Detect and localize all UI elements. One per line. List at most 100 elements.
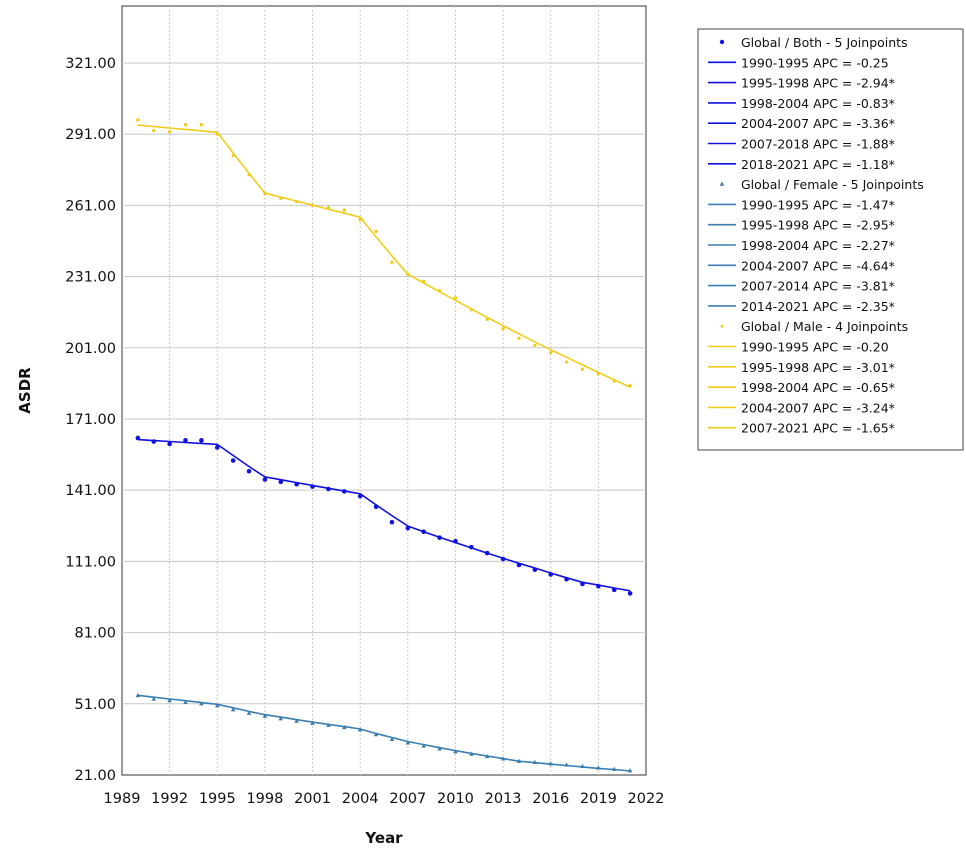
data-point — [406, 272, 410, 276]
legend-segment-label: 2007-2018 APC = -1.88* — [741, 137, 895, 152]
data-point — [389, 519, 395, 525]
legend-series-label: Global / Female - 5 Joinpoints — [741, 177, 924, 192]
legend-marker — [719, 181, 725, 186]
data-point — [214, 445, 220, 450]
legend-segment-label: 2018-2021 APC = -1.18* — [741, 157, 895, 172]
data-point — [262, 713, 268, 718]
data-point — [326, 722, 331, 727]
data-point — [421, 529, 426, 535]
data-point — [596, 372, 601, 376]
y-tick-label: 171.00 — [65, 412, 116, 428]
series-2 — [136, 118, 632, 388]
data-point — [310, 203, 315, 208]
data-point — [580, 581, 585, 587]
data-point — [199, 701, 204, 706]
data-point — [326, 486, 331, 492]
data-point — [532, 567, 538, 572]
data-point — [469, 308, 474, 312]
x-tick-label: 2019 — [580, 791, 617, 807]
legend-segment-label: 2014-2021 APC = -2.35* — [741, 299, 895, 314]
data-point — [612, 379, 616, 383]
data-point — [437, 289, 442, 293]
x-axis-title: Year — [364, 829, 403, 847]
data-point — [469, 544, 474, 550]
data-point — [263, 191, 267, 196]
legend-segment-label: 1990-1995 APC = -0.25 — [741, 55, 889, 70]
data-point — [437, 746, 442, 751]
data-point — [580, 763, 585, 769]
data-point — [596, 765, 601, 770]
data-point — [405, 525, 411, 531]
legend-segment-label: 1995-1998 APC = -3.01* — [741, 360, 895, 375]
data-point — [342, 489, 347, 494]
data-point — [310, 484, 315, 489]
legend-segment-label: 1998-2004 APC = -0.65* — [741, 380, 895, 395]
data-point — [501, 327, 505, 331]
legend-segment-label: 1990-1995 APC = -0.20 — [741, 340, 889, 355]
data-point — [199, 438, 204, 443]
data-point — [453, 749, 458, 754]
fit-line — [137, 438, 631, 592]
x-tick-label: 2001 — [294, 791, 331, 807]
data-point — [262, 477, 268, 482]
legend-segment-label: 2004-2007 APC = -3.36* — [741, 116, 895, 131]
data-point — [564, 762, 569, 767]
y-axis-tick-labels: 21.00 51.00 81.00 111.00 141.00 171.00 201.00 2… — [65, 56, 116, 784]
x-tick-label: 1989 — [104, 791, 141, 807]
data-point — [152, 128, 156, 133]
series-1 — [135, 692, 633, 773]
data-point — [533, 343, 537, 348]
data-point — [151, 696, 157, 701]
legend-series-2: Global / Male - 4 Joinpoints 1990-1995 AP… — [708, 319, 908, 436]
data-point — [532, 759, 538, 765]
data-point — [326, 206, 331, 210]
data-point — [183, 122, 188, 127]
legend-segment-label: 1990-1995 APC = -1.47* — [741, 197, 895, 212]
x-tick-label: 2022 — [628, 791, 665, 807]
data-point — [627, 591, 633, 596]
data-point — [342, 724, 347, 730]
data-point — [389, 736, 395, 741]
y-tick-label: 291.00 — [65, 127, 116, 143]
data-point — [294, 718, 299, 723]
legend-segment-label: 2007-2021 APC = -1.65* — [741, 421, 895, 436]
data-point — [500, 756, 506, 761]
data-point — [564, 576, 569, 582]
data-point — [373, 504, 379, 510]
y-tick-label: 261.00 — [65, 198, 116, 214]
data-point — [421, 279, 426, 284]
legend-segment-label: 2004-2007 APC = -3.24* — [741, 400, 895, 415]
data-point — [484, 753, 490, 759]
legend-series-0: Global / Both - 5 Joinpoints 1990-1995 AP… — [708, 35, 908, 172]
data-point — [183, 699, 188, 704]
x-tick-label: 2013 — [485, 791, 522, 807]
fit-line — [137, 124, 631, 388]
data-point — [516, 562, 522, 568]
plot-frame — [121, 5, 647, 776]
data-point — [469, 751, 474, 756]
data-point — [421, 743, 426, 748]
y-tick-label: 21.00 — [74, 768, 116, 784]
data-point — [374, 229, 378, 234]
legend-segment-label: 2007-2014 APC = -3.81* — [741, 279, 895, 294]
legend-series-label: Global / Both - 5 Joinpoints — [741, 35, 908, 50]
y-tick-label: 111.00 — [65, 554, 116, 570]
data-point — [500, 556, 506, 562]
data-point — [548, 761, 554, 766]
legend-marker — [720, 324, 724, 328]
data-point — [214, 703, 220, 708]
data-point — [246, 710, 252, 715]
data-point — [628, 384, 632, 388]
legend-segment-label: 1995-1998 APC = -2.94* — [741, 76, 895, 91]
data-point — [611, 587, 617, 593]
y-axis-title: ASDR — [16, 367, 34, 414]
data-point — [390, 260, 394, 265]
data-point — [564, 360, 569, 364]
data-point — [294, 200, 299, 204]
data-point — [136, 118, 140, 122]
data-point — [247, 172, 251, 177]
data-point — [167, 441, 172, 447]
data-point — [405, 740, 411, 745]
data-point — [167, 698, 172, 703]
x-tick-label: 2010 — [437, 791, 474, 807]
